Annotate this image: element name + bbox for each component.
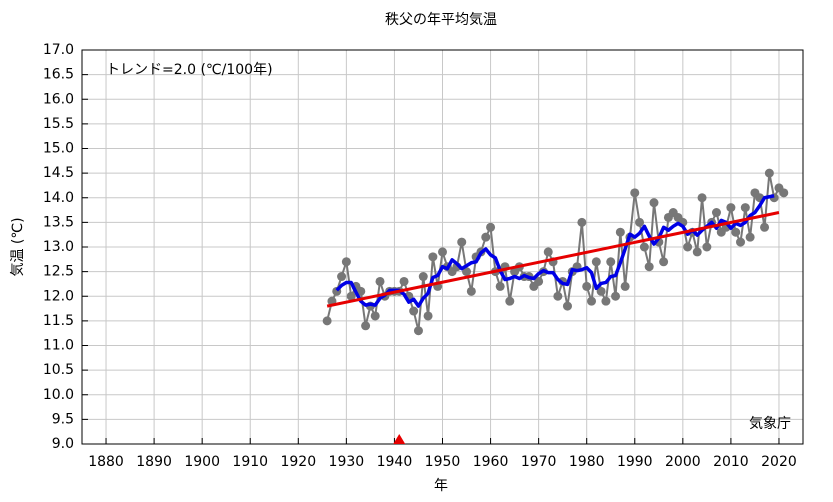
- data-point: [534, 276, 544, 286]
- data-point: [505, 296, 515, 306]
- data-point: [413, 326, 423, 336]
- data-point: [322, 316, 332, 326]
- data-point: [611, 291, 621, 301]
- x-tick-label: 1960: [473, 454, 509, 470]
- x-tick-label: 2020: [761, 454, 797, 470]
- data-point: [481, 232, 491, 242]
- data-point: [466, 286, 476, 296]
- data-point: [418, 272, 428, 282]
- data-point: [370, 311, 380, 321]
- data-point: [577, 217, 587, 227]
- trend-line: [326, 211, 780, 308]
- data-point: [683, 242, 693, 252]
- y-tick-label: 9.0: [52, 436, 74, 452]
- data-point: [711, 208, 721, 218]
- y-tick-label: 14.0: [43, 190, 74, 206]
- data-point: [745, 232, 755, 242]
- data-point: [726, 203, 736, 213]
- source-annotation: 気象庁: [749, 416, 791, 432]
- data-point: [620, 281, 630, 291]
- x-tick-label: 1880: [88, 454, 124, 470]
- data-point: [764, 168, 774, 178]
- data-point: [731, 227, 741, 237]
- plot-frame: [81, 49, 804, 445]
- y-tick-label: 15.0: [43, 141, 74, 157]
- data-point: [697, 193, 707, 203]
- x-tick-label: 1980: [569, 454, 605, 470]
- data-point: [438, 247, 447, 257]
- data-point: [457, 237, 467, 247]
- data-point: [341, 257, 351, 267]
- y-tick-label: 16.5: [43, 67, 74, 83]
- y-tick-label: 12.5: [43, 264, 74, 280]
- x-tick-label: 1900: [184, 454, 220, 470]
- x-tick-label: 1970: [521, 454, 557, 470]
- data-point: [543, 247, 553, 257]
- data-point: [428, 252, 438, 262]
- data-point: [740, 203, 750, 213]
- data-point: [462, 267, 472, 277]
- y-tick-label: 10.5: [43, 362, 74, 378]
- data-point: [423, 311, 433, 321]
- data-point: [361, 321, 371, 331]
- data-point: [635, 217, 645, 227]
- y-tick-label: 9.5: [52, 411, 74, 427]
- data-point: [615, 227, 625, 237]
- data-point: [399, 276, 409, 286]
- x-tick-label: 1930: [329, 454, 365, 470]
- data-point: [630, 188, 640, 198]
- data-point: [375, 276, 385, 286]
- data-point: [562, 301, 572, 311]
- y-tick-label: 15.5: [43, 116, 74, 132]
- x-tick-label: 1950: [425, 454, 461, 470]
- y-tick-label: 16.0: [43, 91, 74, 107]
- data-point: [649, 198, 659, 208]
- data-point: [553, 291, 563, 301]
- trend-annotation: トレンド=2.0 (℃/100年): [106, 62, 273, 78]
- data-point: [644, 262, 654, 272]
- data-point: [639, 242, 649, 252]
- data-point: [346, 291, 356, 301]
- x-tick-label: 1920: [280, 454, 316, 470]
- x-tick-label: 1890: [136, 454, 172, 470]
- y-tick-label: 12.0: [43, 288, 74, 304]
- station-marker: [393, 434, 406, 444]
- y-tick-label: 13.0: [43, 239, 74, 255]
- x-tick-label: 1910: [232, 454, 268, 470]
- x-tick-label: 1990: [617, 454, 653, 470]
- data-line: [326, 172, 785, 332]
- data-point: [337, 272, 347, 282]
- moving-average-line: [335, 194, 775, 308]
- data-point: [659, 257, 669, 267]
- data-point: [591, 257, 601, 267]
- y-tick-label: 14.5: [43, 165, 74, 181]
- data-point: [601, 296, 611, 306]
- data-point: [779, 188, 789, 198]
- data-point: [606, 257, 616, 267]
- data-point: [587, 296, 597, 306]
- data-point: [760, 222, 770, 232]
- data-point: [495, 281, 505, 291]
- x-axis-label: 年: [434, 478, 448, 494]
- x-tick-label: 2010: [713, 454, 749, 470]
- y-tick-label: 11.0: [43, 338, 74, 354]
- data-point: [596, 286, 606, 296]
- y-tick-label: 17.0: [43, 42, 74, 58]
- x-tick-label: 1940: [377, 454, 413, 470]
- y-tick-label: 10.0: [43, 387, 74, 403]
- y-tick-label: 13.5: [43, 214, 74, 230]
- data-point: [692, 247, 702, 257]
- data-point: [486, 222, 496, 232]
- data-point: [582, 281, 592, 291]
- chart-title: 秩父の年平均気温: [385, 12, 497, 28]
- data-point: [736, 237, 746, 247]
- y-axis-label: 気温 (℃): [10, 217, 26, 276]
- data-point: [409, 306, 419, 316]
- x-tick-label: 2000: [665, 454, 701, 470]
- data-point: [702, 242, 712, 252]
- y-tick-label: 11.5: [43, 313, 74, 329]
